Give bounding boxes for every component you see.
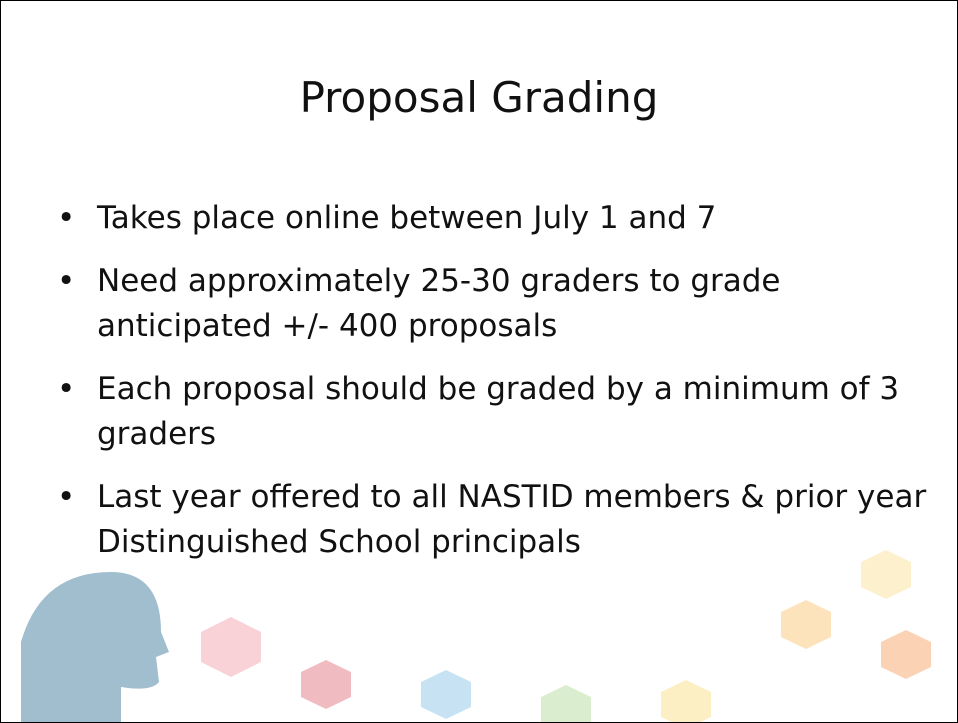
bullet-list: Takes place online between July 1 and 7 N… (27, 196, 927, 583)
bullet: Need approximately 25-30 graders to grad… (57, 259, 927, 349)
bullet: Last year offered to all NASTID members … (57, 475, 927, 565)
slide: Proposal Grading Takes place online betw… (0, 0, 958, 723)
slide-title: Proposal Grading (1, 73, 957, 122)
bullet: Each proposal should be graded by a mini… (57, 367, 927, 457)
bullet: Takes place online between July 1 and 7 (57, 196, 927, 241)
